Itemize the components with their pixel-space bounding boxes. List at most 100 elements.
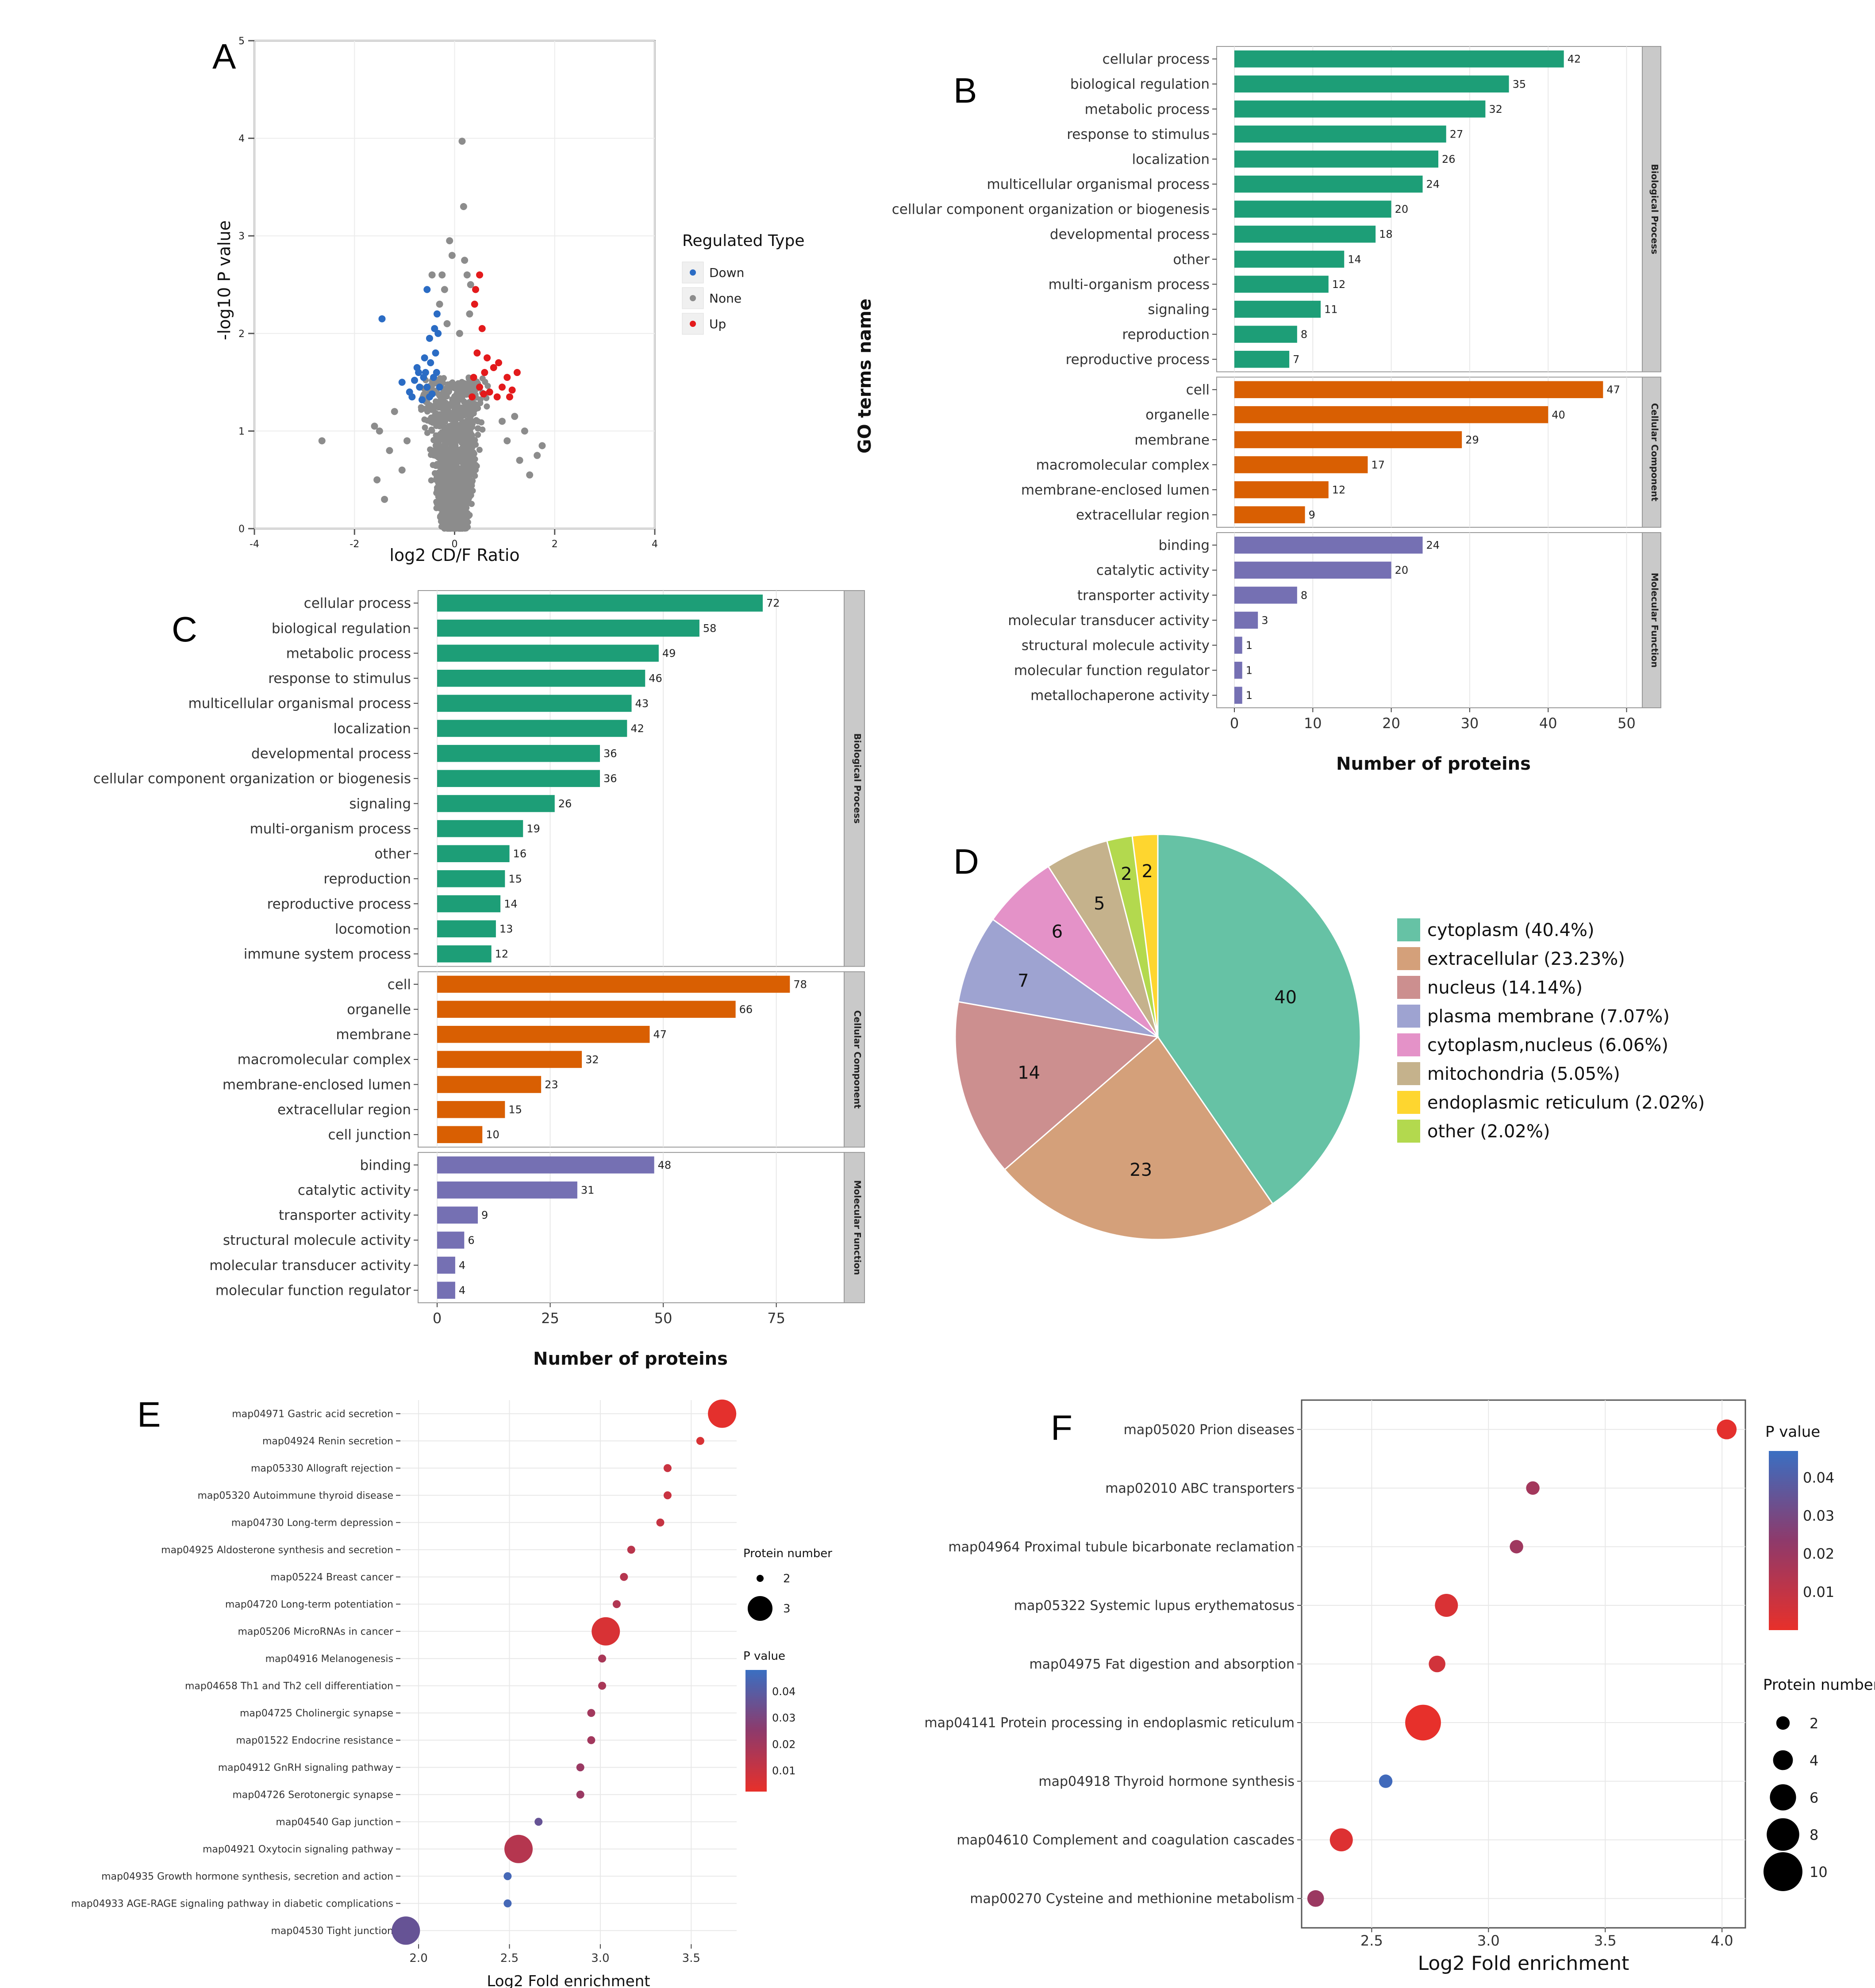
pathway-label: map05320 Autoimmune thyroid disease xyxy=(197,1490,393,1501)
pathway-label: map01522 Endocrine resistance xyxy=(236,1735,393,1746)
bar-value-label: 26 xyxy=(558,798,572,810)
size-legend-label: 2 xyxy=(1810,1715,1818,1732)
up-point xyxy=(495,359,503,366)
none-point xyxy=(459,489,465,496)
size-legend-dot xyxy=(1767,1818,1799,1851)
bar-value-label: 32 xyxy=(1489,103,1502,115)
bar xyxy=(437,645,659,662)
pathway-label: map04924 Renin secretion xyxy=(262,1436,393,1447)
bar xyxy=(437,695,632,712)
category-label: molecular function regulator xyxy=(215,1283,411,1299)
category-label: developmental process xyxy=(251,746,411,762)
up-point xyxy=(484,354,491,361)
pathway-label: map04726 Serotonergic synapse xyxy=(232,1789,393,1800)
bar-value-label: 58 xyxy=(703,622,717,634)
none-point xyxy=(448,445,454,452)
none-point xyxy=(455,503,461,510)
pathway-label: map05224 Breast cancer xyxy=(270,1572,394,1583)
x-tick-label: 0 xyxy=(452,539,458,550)
category-label: binding xyxy=(1158,537,1210,553)
enrichment-dot xyxy=(503,1899,512,1907)
legend-key xyxy=(1397,1120,1420,1143)
panel-label-E: E xyxy=(137,1395,161,1434)
none-point xyxy=(458,138,466,145)
category-label: membrane xyxy=(336,1027,411,1043)
none-point xyxy=(428,477,434,484)
panel-label-B: B xyxy=(953,71,977,110)
category-label: cell junction xyxy=(328,1127,411,1143)
bar xyxy=(437,720,627,737)
color-legend-bar xyxy=(745,1670,767,1792)
bar xyxy=(1234,481,1329,499)
none-point xyxy=(371,422,378,430)
none-point xyxy=(453,489,459,495)
bar xyxy=(437,1181,577,1199)
none-point xyxy=(467,485,474,492)
category-label: molecular transducer activity xyxy=(209,1258,411,1274)
up-point xyxy=(471,300,478,308)
size-legend-label: 6 xyxy=(1810,1789,1818,1806)
pathway-label: map04530 Tight junction xyxy=(271,1926,394,1937)
pie-slice xyxy=(1157,833,1361,1205)
enrichment-dot xyxy=(1405,1704,1441,1741)
pie-slice-label: 40 xyxy=(1274,987,1297,1008)
category-label: cell xyxy=(1186,382,1210,398)
none-point xyxy=(441,437,448,443)
none-point xyxy=(472,472,478,479)
none-point xyxy=(521,427,528,435)
pathway-label: map04975 Fat digestion and absorption xyxy=(1029,1657,1295,1672)
category-label: macromolecular complex xyxy=(238,1052,411,1068)
size-legend-title: Protein number xyxy=(1763,1676,1875,1694)
bar xyxy=(437,1101,505,1118)
category-label: cellular process xyxy=(304,595,411,611)
enrichment-dot xyxy=(1307,1890,1324,1907)
x-tick-label: 0 xyxy=(433,1310,442,1327)
panel-label-D: D xyxy=(953,842,979,881)
y-axis-title: GO terms name xyxy=(855,299,875,453)
none-point xyxy=(443,522,450,529)
enrichment-dot xyxy=(503,1872,512,1881)
none-point xyxy=(466,310,473,318)
facet-strip xyxy=(1642,532,1661,708)
none-point xyxy=(456,330,463,337)
up-point xyxy=(473,349,481,357)
bar xyxy=(437,920,496,937)
up-point xyxy=(470,374,477,381)
bar xyxy=(437,1076,542,1093)
none-point xyxy=(445,432,452,439)
none-point xyxy=(433,447,440,453)
pathway-label: map04918 Thyroid hormone synthesis xyxy=(1038,1774,1295,1789)
up-point xyxy=(472,286,480,293)
category-label: reproductive process xyxy=(1066,352,1210,368)
facet-strip xyxy=(844,1152,865,1303)
enrichment-dot xyxy=(696,1437,704,1445)
bar xyxy=(1234,150,1438,168)
none-point xyxy=(465,466,472,473)
category-label: signaling xyxy=(1148,302,1210,318)
bar xyxy=(1234,100,1486,118)
bar xyxy=(437,1025,650,1043)
category-label: membrane-enclosed lumen xyxy=(1021,482,1210,498)
none-point xyxy=(447,485,453,491)
category-label: catalytic activity xyxy=(1096,563,1210,579)
bar xyxy=(1234,687,1242,704)
up-point xyxy=(493,393,501,401)
pie-slice xyxy=(1003,1036,1274,1240)
bar xyxy=(437,975,790,993)
bar xyxy=(437,795,555,812)
facet-strip-label: Cellular Component xyxy=(852,1010,863,1109)
none-point xyxy=(452,455,458,461)
legend-key xyxy=(1397,1033,1420,1056)
pathway-label: map04933 AGE-RAGE signaling pathway in d… xyxy=(71,1898,393,1909)
none-point xyxy=(440,509,446,515)
category-label: organelle xyxy=(1145,407,1210,423)
enrichment-dot xyxy=(656,1518,665,1527)
bar xyxy=(1234,637,1242,654)
none-point xyxy=(482,379,488,385)
pie-slice-label: 5 xyxy=(1094,894,1105,914)
category-label: extracellular region xyxy=(1076,507,1210,523)
pathway-label: map04658 Th1 and Th2 cell differentiatio… xyxy=(185,1681,393,1692)
bar-value-label: 16 xyxy=(513,848,527,860)
enrichment-dot xyxy=(1429,1655,1445,1673)
bar-value-label: 1 xyxy=(1246,664,1253,677)
